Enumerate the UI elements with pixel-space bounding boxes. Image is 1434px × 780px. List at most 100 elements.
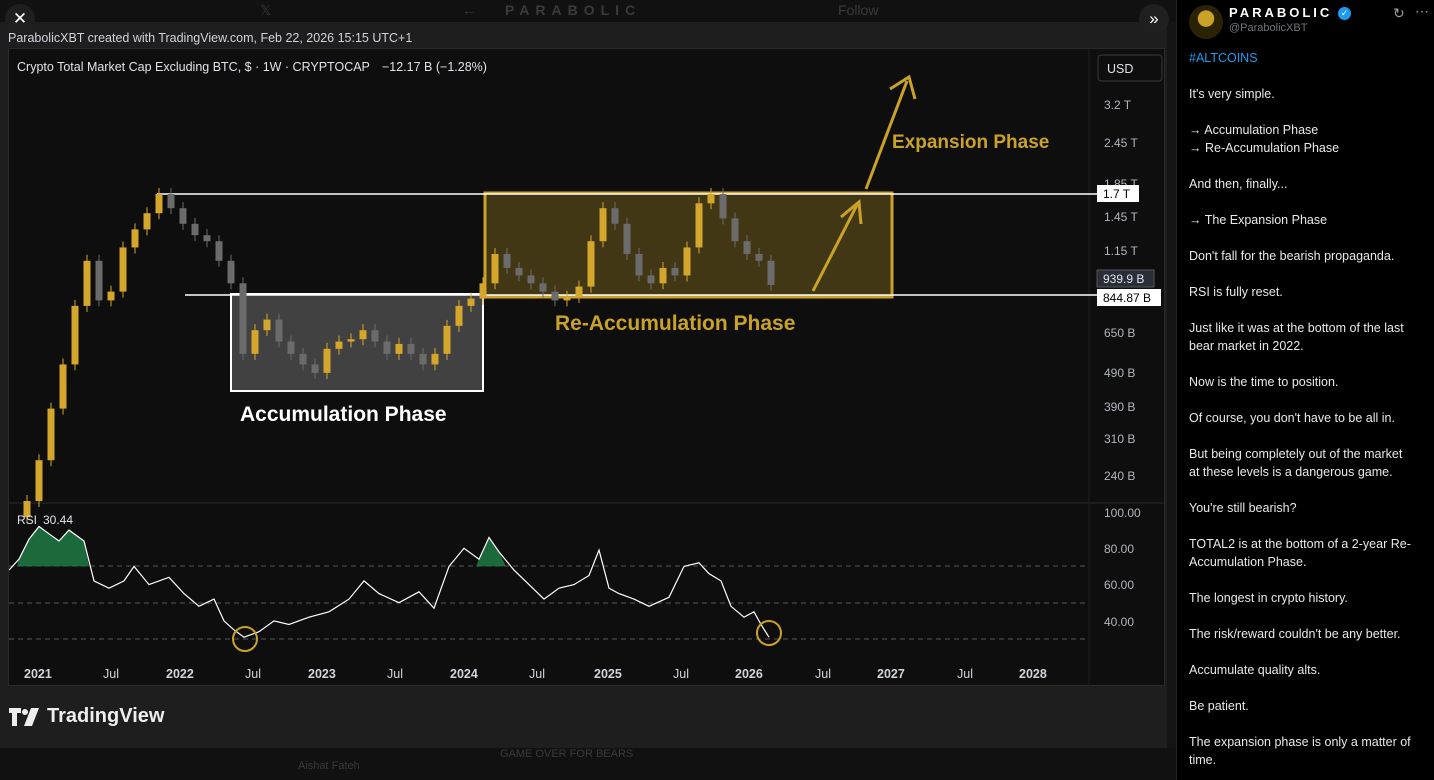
tweet-line: → Re-Accumulation Phase [1189,141,1340,155]
price-label-top [1097,185,1139,202]
candle [335,341,343,349]
candle [179,208,187,224]
x-tick: 2023 [308,667,336,681]
candle [83,260,91,306]
candle [371,330,379,342]
x-tick: 2024 [450,667,478,681]
reaccumulation-zone [483,191,894,299]
candle [227,260,235,284]
tweet-line: → Accumulation Phase [1189,123,1319,137]
candle [299,353,307,365]
rsi-overbought-fills [17,526,506,567]
chart-panel: Crypto Total Market Cap Excluding BTC, $… [8,48,1166,687]
candle [47,408,55,461]
candle [347,339,355,342]
close-button[interactable]: ✕ [5,4,35,34]
refresh-icon[interactable]: ↻ [1393,5,1405,21]
candle [119,247,127,292]
candle [131,229,139,248]
candle [455,305,463,326]
candle [107,291,115,301]
candle [383,341,391,354]
price-chart: Crypto Total Market Cap Excluding BTC, $… [9,49,1166,687]
tweet-line: Just like it was at the bottom of the la… [1189,321,1404,335]
candle [719,194,727,219]
candle [707,194,715,204]
background-x-icon: 𝕏 [260,2,272,18]
tweet-line: at these levels is a dangerous game. [1189,465,1393,479]
candle [35,460,43,501]
expansion-arrow-head [889,74,917,100]
candle [155,194,163,214]
x-tick: Jul [387,667,403,681]
tradingview-logo: TradingView [9,705,164,728]
currency-button[interactable] [1097,54,1163,82]
close-icon: ✕ [12,9,28,28]
tradingview-icon [9,707,39,726]
tradingview-wordmark: TradingView [47,705,165,727]
candle [263,319,271,331]
candle [407,343,415,354]
tweet-line: Of course, you don't have to be all in. [1189,411,1395,425]
candle [695,203,703,248]
rsi-value: 30.44 [43,513,73,527]
expand-button[interactable]: » [1139,4,1169,34]
price-label-bottom-text: 844.87 B [1103,291,1151,305]
currency-label: USD [1107,62,1133,76]
tweet-line: The risk/reward couldn't be any better. [1189,627,1401,641]
candle [251,330,259,354]
tweet-line: Don't fall for the bearish propaganda. [1189,249,1395,263]
candle [743,241,751,254]
candle [527,275,535,284]
tweet-line: bear market in 2022. [1189,339,1304,353]
candle [491,253,499,284]
candle [431,353,439,365]
author-handle[interactable]: @ParabolicXBT [1229,22,1308,34]
y-tick: 490 B [1104,366,1135,380]
avatar[interactable] [1189,5,1223,39]
symbol-label: Crypto Total Market Cap Excluding BTC, $… [17,60,370,74]
tweet-line: Now is the time to position. [1189,375,1339,389]
candle [755,253,763,261]
candle [611,208,619,224]
y-tick: 390 B [1104,400,1135,414]
candle [647,275,655,284]
candles-group [23,188,775,524]
tweet-panel: PARABOLIC ✓ @ParabolicXBT ↻ ⋯ #ALTCOINS I… [1176,0,1434,780]
x-tick: Jul [815,667,831,681]
x-tick: Jul [673,667,689,681]
candle [635,253,643,276]
candle [287,341,295,354]
x-tick: 2021 [24,667,52,681]
candle [731,218,739,242]
candle [275,319,283,342]
background-caption: GAME OVER FOR BEARS [500,748,634,760]
background-back-icon: ← [462,2,476,18]
hashtag-link[interactable]: #ALTCOINS [1189,51,1258,65]
candle [563,296,571,301]
y-tick: 2.45 T [1104,136,1138,150]
x-tick: 2027 [877,667,905,681]
candle [767,260,775,285]
tweet-line: You're still bearish? [1189,501,1297,515]
background-follow: Follow [838,2,879,18]
tweet-line: And then, finally... [1189,177,1288,191]
breakout-arrow [811,204,859,292]
rsi-tick: 100.00 [1104,506,1141,520]
candle [395,343,403,354]
x-tick: 2026 [735,667,763,681]
background-footer: Aishat Fateh GAME OVER FOR BEARS [0,748,1176,780]
expansion-label: Expansion Phase [892,132,1049,153]
candle [479,283,487,299]
author-name[interactable]: PARABOLIC [1229,5,1333,20]
rsi-low-marker-2026 [756,620,782,646]
price-label-current-text: 939.9 B [1103,272,1144,286]
change-label: −12.17 B (−1.28%) [382,60,487,74]
more-icon[interactable]: ⋯ [1415,3,1429,19]
expansion-arrow [864,80,909,190]
x-tick: Jul [245,667,261,681]
rsi-tick: 40.00 [1104,615,1134,629]
background-name: Aishat Fateh [298,760,360,772]
rsi-overbought-fill-2021 [17,526,89,567]
y-tick: 310 B [1104,432,1135,446]
